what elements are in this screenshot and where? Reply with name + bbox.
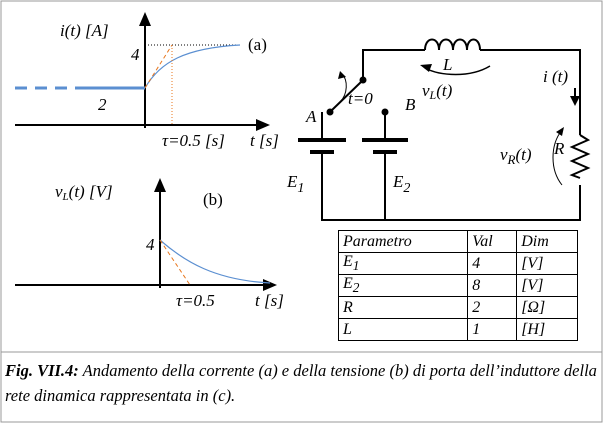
table-row: E2 8 [V] <box>337 274 578 298</box>
cell-base: E <box>343 275 353 293</box>
table-cell: Val <box>467 230 518 253</box>
label-base: v <box>422 81 430 100</box>
table-cell: 2 <box>467 296 518 320</box>
table-cell: 8 <box>467 274 518 298</box>
y-label-base: v <box>55 182 63 201</box>
label-base: E <box>392 172 404 191</box>
cell-text: Dim <box>521 232 549 250</box>
y-label-rest: (t) [V] <box>69 182 113 201</box>
inductor-label: L <box>442 55 452 74</box>
cell-text: [V] <box>521 254 544 272</box>
table-row: E1 4 [V] <box>337 251 578 276</box>
table-cell: L <box>337 318 469 342</box>
table-cell: 4 <box>467 251 518 276</box>
table-cell: [H] <box>516 318 578 342</box>
table-cell: E2 <box>337 274 469 298</box>
tau-label: τ=0.5 <box>176 291 215 310</box>
y-label: vL(t) [V] <box>55 182 113 203</box>
table-cell: E1 <box>337 251 469 276</box>
label-sub: 1 <box>297 181 304 196</box>
cell-text: R <box>343 298 353 316</box>
caption-text: Andamento della corrente (a) e della ten… <box>5 361 597 405</box>
table-row: L 1 [H] <box>337 318 578 342</box>
table-cell: R <box>337 296 469 320</box>
label-sub: L <box>429 88 437 102</box>
caption: Fig. VII.4: Andamento della corrente (a)… <box>5 358 597 408</box>
plot-tag: (a) <box>248 35 267 54</box>
node-b-label: B <box>405 95 416 114</box>
table-cell: [V] <box>516 251 578 276</box>
label-rest: (t) <box>516 145 532 164</box>
plot-tag: (b) <box>203 190 223 209</box>
tau-label: τ=0.5 [s] <box>162 131 225 150</box>
table-cell: Parametro <box>337 230 469 253</box>
label-sub: R <box>507 152 516 167</box>
parameter-table: Parametro Val Dim E1 4 [V] E2 8 [V] R 2 [Ω] L 1 [H] <box>337 230 578 342</box>
current-label: i (t) <box>543 67 568 86</box>
cell-text: 8 <box>472 276 481 294</box>
y-label-sub: L <box>62 191 69 203</box>
cell-text: 4 <box>472 254 481 272</box>
label-sub: 2 <box>403 181 410 196</box>
cell-text: L <box>343 320 352 338</box>
cell-text: Parametro <box>343 232 412 250</box>
table-cell: [V] <box>516 274 578 298</box>
x-label: t [s] <box>250 131 279 150</box>
cell-text: [Ω] <box>521 298 546 316</box>
table-cell: Dim <box>516 230 578 253</box>
label-base: v <box>500 145 508 164</box>
resistor-voltage-label: vR(t) <box>500 145 532 167</box>
node-a-label: A <box>305 107 317 126</box>
source-2-label: E2 <box>392 172 410 196</box>
table-header: Parametro Val Dim <box>337 230 578 253</box>
y-label: i(t) [A] <box>60 21 109 40</box>
table-cell: 1 <box>467 318 518 342</box>
y-tick-label: 4 <box>146 235 155 254</box>
caption-label: Fig. VII.4: <box>5 361 79 380</box>
plot-a: i(t) [A] (a) 4 2 τ=0.5 [s] t [s] <box>15 12 279 150</box>
y-tick-label: 2 <box>98 95 107 114</box>
label-base: E <box>286 172 298 191</box>
source-1-label: E1 <box>286 172 304 196</box>
table-row: R 2 [Ω] <box>337 296 578 320</box>
circuit: L vL(t) i (t) A t=0 B vR(t) R E1 E2 <box>286 38 591 221</box>
cell-text: Val <box>472 232 493 250</box>
resistor-label: R <box>553 139 565 158</box>
label-rest: (t) <box>436 81 452 100</box>
cell-sub: 2 <box>352 280 360 296</box>
cell-sub: 1 <box>352 258 360 274</box>
table-cell: [Ω] <box>516 296 578 320</box>
cell-text: 1 <box>472 320 481 338</box>
switch-time-label: t=0 <box>348 89 373 108</box>
cell-base: E <box>343 253 353 270</box>
plot-b: vL(t) [V] (b) 4 τ=0.5 t [s] <box>15 178 284 310</box>
x-label: t [s] <box>255 291 284 310</box>
y-tick-label: 4 <box>131 45 140 64</box>
cell-text: 2 <box>472 298 481 316</box>
inductor-voltage-label: vL(t) <box>422 81 453 102</box>
cell-text: [V] <box>521 276 544 294</box>
cell-text: [H] <box>521 320 546 338</box>
